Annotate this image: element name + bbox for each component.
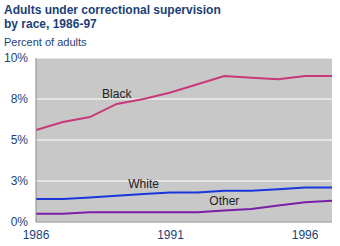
- svg-text:0%: 0%: [11, 215, 29, 229]
- svg-text:Black: Black: [102, 87, 132, 101]
- svg-text:1991: 1991: [157, 228, 184, 242]
- svg-text:5%: 5%: [11, 133, 29, 147]
- svg-text:Other: Other: [209, 194, 239, 208]
- svg-text:1986: 1986: [23, 228, 50, 242]
- html-text:Percent of adults: Percent of adults: [4, 36, 87, 48]
- svg-text:8%: 8%: [11, 92, 29, 106]
- svg-text:1996: 1996: [292, 228, 319, 242]
- svg-text:White: White: [128, 177, 159, 191]
- svg-text:10%: 10%: [8, 51, 28, 65]
- svg-text:3%: 3%: [11, 174, 29, 188]
- html-text:Adults under correctional supe: Adults under correctional supervision by…: [4, 3, 221, 31]
